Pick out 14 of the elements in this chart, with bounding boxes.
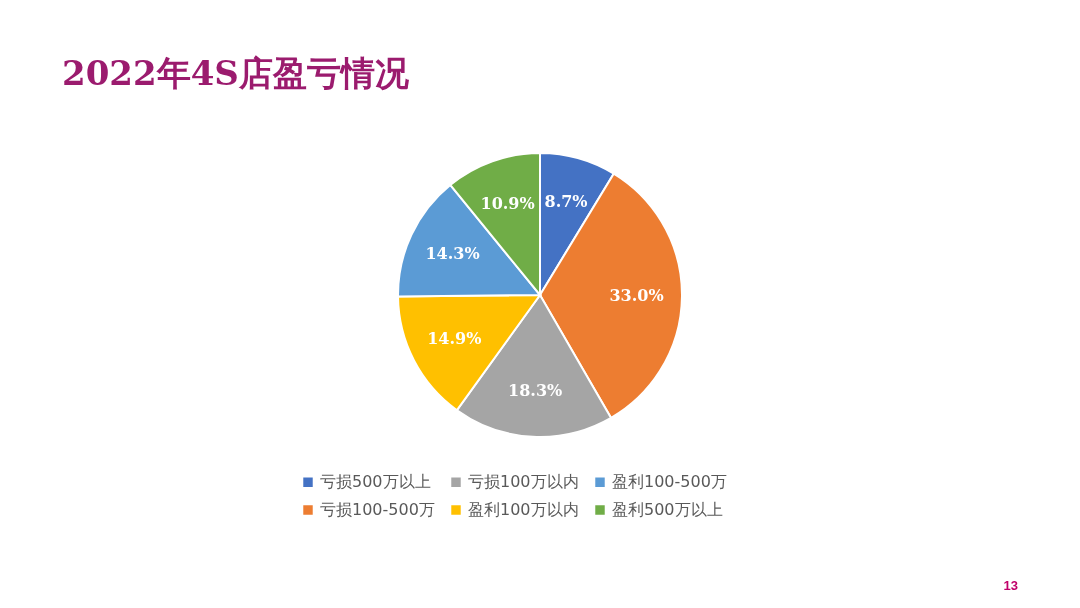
data-label: 18.3% bbox=[508, 381, 563, 401]
legend-label: 盈利100万以内 bbox=[468, 500, 579, 519]
data-label: 14.9% bbox=[427, 329, 482, 349]
chart-title: 2022年4S店盈亏情况 bbox=[62, 53, 410, 93]
legend-label: 盈利500万以上 bbox=[612, 500, 723, 519]
data-label: 8.7% bbox=[544, 192, 588, 212]
legend-label: 亏损500万以上 bbox=[320, 472, 431, 492]
data-label: 14.3% bbox=[425, 244, 480, 264]
data-label: 33.0% bbox=[609, 286, 664, 306]
legend-label: 亏损100万以内 bbox=[468, 472, 579, 492]
legend-label: 盈利100-500万 bbox=[612, 472, 727, 492]
legend-label: 亏损100-500万 bbox=[320, 500, 435, 519]
text: 13 bbox=[1003, 578, 1018, 593]
data-label: 10.9% bbox=[480, 194, 535, 214]
